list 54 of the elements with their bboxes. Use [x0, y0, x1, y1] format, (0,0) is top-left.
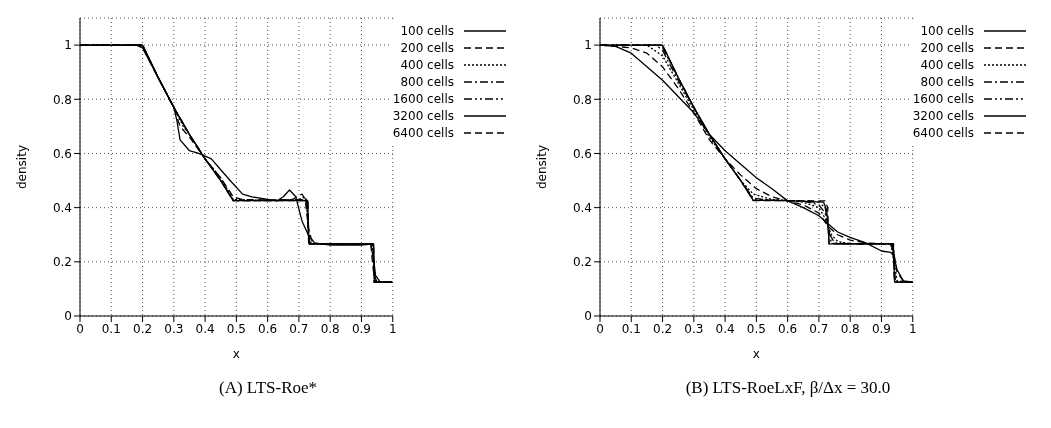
x-tick-label: 0.3 [684, 321, 704, 336]
x-tick-label: 0.5 [746, 321, 766, 336]
text: (B) LTS-RoeLxF, β/Δx = 30.0 [684, 378, 892, 398]
y-tick-label: 0.2 [572, 255, 592, 270]
legend-label: 100 cells [400, 23, 454, 38]
y-tick-label: 0.4 [572, 200, 592, 215]
legend-label: 400 cells [920, 57, 974, 72]
legend-label: 1600 cells [392, 91, 454, 106]
x-tick-label: 0 [596, 321, 604, 336]
x-tick-label: 0 [76, 321, 84, 336]
y-tick-label: 0.8 [572, 92, 592, 107]
x-tick-label: 0.8 [320, 321, 340, 336]
legend-label: 3200 cells [912, 108, 974, 123]
x-tick-label: 0.5 [226, 321, 246, 336]
x-tick-label: 0.1 [101, 321, 121, 336]
legend-label: 100 cells [920, 23, 974, 38]
text: (A) LTS-Roe* [217, 378, 319, 398]
x-tick-label: 0.7 [809, 321, 829, 336]
y-tick-label: 1 [584, 38, 592, 53]
x-axis-title: x [232, 347, 240, 361]
x-tick-label: 0.9 [351, 321, 372, 336]
x-tick-label: 0.3 [164, 321, 184, 336]
legend-label: 800 cells [920, 74, 974, 89]
legend-label: 3200 cells [392, 108, 454, 123]
y-tick-label: 0.8 [52, 92, 72, 107]
y-tick-label: 0.4 [52, 200, 72, 215]
x-tick-label: 0.9 [871, 321, 892, 336]
x-tick-label: 0.2 [653, 321, 673, 336]
x-tick-label: 0.8 [840, 321, 860, 336]
x-tick-label: 0.4 [195, 321, 215, 336]
y-tick-label: 0.6 [572, 146, 592, 161]
legend-label: 6400 cells [392, 125, 454, 140]
legend-label: 200 cells [400, 40, 454, 55]
x-tick-label: 0.6 [778, 321, 798, 336]
x-tick-label: 0.4 [715, 321, 735, 336]
y-axis-title: density [15, 145, 30, 189]
y-tick-label: 0.2 [52, 255, 72, 270]
y-tick-label: 1 [64, 38, 72, 53]
legend-label: 200 cells [920, 40, 974, 55]
y-tick-label: 0 [64, 309, 72, 324]
x-tick-label: 0.1 [621, 321, 641, 336]
x-tick-label: 0.6 [258, 321, 278, 336]
legend-label: 1600 cells [912, 91, 974, 106]
y-axis-title: density [535, 145, 550, 189]
legend-label: 6400 cells [912, 125, 974, 140]
x-axis-title: x [752, 347, 760, 361]
x-tick-label: 0.2 [133, 321, 153, 336]
y-tick-label: 0 [584, 309, 592, 324]
legend-label: 800 cells [400, 74, 454, 89]
x-tick-label: 1 [908, 321, 917, 336]
x-tick-label: 1 [388, 321, 397, 336]
legend-label: 400 cells [400, 57, 454, 72]
y-tick-label: 0.6 [52, 146, 72, 161]
x-tick-label: 0.7 [289, 321, 309, 336]
